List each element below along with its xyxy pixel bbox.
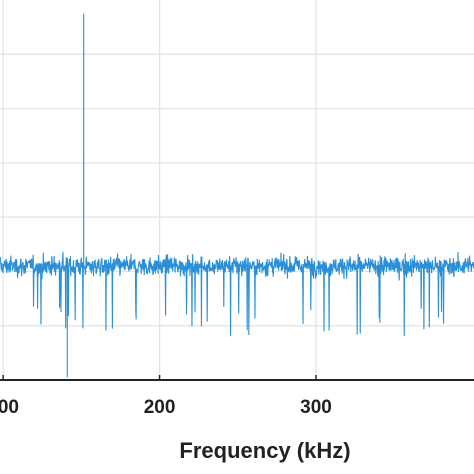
x-axis-title: Frequency (kHz) bbox=[179, 438, 350, 463]
x-tick-label: 200 bbox=[144, 397, 176, 418]
x-tick-label: 300 bbox=[300, 397, 332, 418]
x-tick-label: 100 bbox=[0, 397, 19, 418]
plot-frame bbox=[0, 375, 474, 381]
spectrum-series-line bbox=[0, 13, 474, 378]
grid bbox=[0, 0, 474, 380]
x-tick-labels: 100 200 300 bbox=[0, 397, 332, 418]
series-layer bbox=[0, 13, 474, 378]
